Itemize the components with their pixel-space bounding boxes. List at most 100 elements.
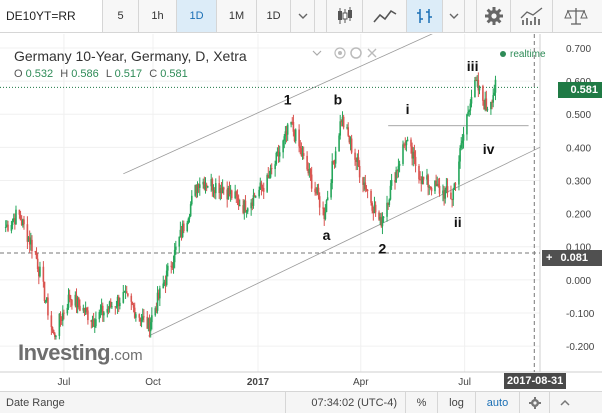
legend-settings-icon[interactable] xyxy=(350,47,362,59)
legend-close-icon[interactable] xyxy=(367,48,377,58)
candle xyxy=(349,136,352,151)
wave-label[interactable]: a xyxy=(323,227,331,243)
time-axis[interactable]: Jul Oct 2017 Apr Jul xyxy=(58,377,472,388)
wave-label[interactable]: b xyxy=(334,91,343,107)
compare-button[interactable] xyxy=(553,0,599,32)
channel-line[interactable] xyxy=(123,34,540,175)
candle xyxy=(437,178,440,188)
candle-body xyxy=(365,189,368,191)
candle-body xyxy=(339,121,342,136)
candle-body xyxy=(242,205,244,213)
candle xyxy=(84,301,87,316)
wave-label[interactable]: 1 xyxy=(284,91,292,107)
symbol-input[interactable]: DE10YT=RR xyxy=(0,0,103,32)
last-price-tag: 0.581 xyxy=(558,82,602,98)
wave-label[interactable]: iii xyxy=(467,58,479,74)
candle-body xyxy=(363,182,365,185)
ohlc-open-value: 0.532 xyxy=(25,68,54,80)
candlestick-button[interactable] xyxy=(327,0,363,32)
date-range-button[interactable]: Date Range xyxy=(6,396,65,409)
candle xyxy=(403,142,405,149)
candle xyxy=(148,314,151,338)
line-chart-button[interactable] xyxy=(363,0,407,32)
candle xyxy=(173,242,176,269)
candle xyxy=(414,150,417,173)
candle-body xyxy=(381,217,384,227)
candle-body xyxy=(494,79,497,93)
candle-body xyxy=(373,204,376,214)
add-alert-icon[interactable]: + xyxy=(546,252,553,264)
candle-body xyxy=(194,185,197,196)
candle xyxy=(260,180,263,196)
ohlc-high-key: H xyxy=(60,68,69,80)
candle-body xyxy=(444,189,447,199)
candle-body xyxy=(277,151,280,157)
scroll-to-end-button[interactable] xyxy=(549,391,579,413)
interval-1d-button[interactable]: 1D xyxy=(177,0,217,32)
wave-label[interactable]: iv xyxy=(483,141,495,157)
draw-tools-button[interactable] xyxy=(407,0,443,32)
candle xyxy=(196,181,199,198)
candle xyxy=(306,151,308,171)
candle xyxy=(290,121,292,128)
candle-body xyxy=(493,92,496,96)
candle xyxy=(50,311,53,335)
candle-body xyxy=(452,189,455,200)
candle xyxy=(334,146,337,168)
candle xyxy=(333,159,336,169)
percent-scale-toggle[interactable]: % xyxy=(405,391,437,413)
wave-label[interactable]: ii xyxy=(454,214,462,230)
candle-body xyxy=(218,183,220,193)
settings-button[interactable] xyxy=(477,0,511,32)
candle-body xyxy=(428,186,431,188)
candle-body xyxy=(18,209,21,215)
candle xyxy=(332,160,335,165)
candle xyxy=(382,216,385,223)
chart-settings-button[interactable] xyxy=(519,391,549,413)
legend-eye-icon[interactable] xyxy=(334,47,346,59)
interval-1m-button[interactable]: 1M xyxy=(217,0,257,32)
candle-body xyxy=(266,175,268,192)
candle-body xyxy=(387,202,389,205)
candle-body xyxy=(219,188,222,193)
wave-label[interactable]: i xyxy=(406,101,410,117)
investing-logo: Investing.com xyxy=(18,340,143,366)
candle-body xyxy=(59,313,62,320)
candle-body xyxy=(157,292,160,299)
candle xyxy=(51,326,54,334)
draw-tools-dropdown-button[interactable] xyxy=(443,0,465,32)
candle-body xyxy=(252,195,255,206)
candle xyxy=(95,311,97,329)
candle-body xyxy=(151,315,153,323)
legend-more-icon[interactable] xyxy=(312,50,322,56)
candle xyxy=(397,158,400,178)
channel-line[interactable] xyxy=(148,146,541,337)
trend-channel[interactable] xyxy=(123,34,541,337)
crosshair-price-tag[interactable]: +0.081 xyxy=(542,250,602,266)
candle xyxy=(405,140,408,152)
candle-body xyxy=(314,188,316,193)
candle xyxy=(103,311,105,322)
candle xyxy=(236,189,239,205)
price-chart[interactable]: 0.7000.6000.5000.4000.3000.2000.1000.000… xyxy=(0,34,602,390)
candle-body xyxy=(163,282,166,284)
candle xyxy=(307,162,310,176)
candle xyxy=(99,304,102,318)
candle xyxy=(61,305,64,327)
candle-body xyxy=(131,301,134,305)
indicators-button[interactable] xyxy=(511,0,553,32)
interval-1h-button[interactable]: 1h xyxy=(139,0,177,32)
log-scale-toggle[interactable]: log xyxy=(437,391,475,413)
candle xyxy=(445,177,448,194)
interval-select-button[interactable]: 1D xyxy=(257,0,291,32)
time-tick-label: Jul xyxy=(458,377,471,388)
interval-dropdown-button[interactable] xyxy=(291,0,315,32)
interval-5-button[interactable]: 5 xyxy=(103,0,139,32)
wave-label[interactable]: 2 xyxy=(379,240,387,256)
clock-timezone[interactable]: 07:34:02 (UTC-4) xyxy=(285,391,405,413)
chart-area[interactable]: 0.7000.6000.5000.4000.3000.2000.1000.000… xyxy=(0,34,602,390)
candle-body xyxy=(451,199,453,201)
auto-scale-toggle[interactable]: auto xyxy=(475,391,519,413)
candle-body xyxy=(55,335,57,337)
